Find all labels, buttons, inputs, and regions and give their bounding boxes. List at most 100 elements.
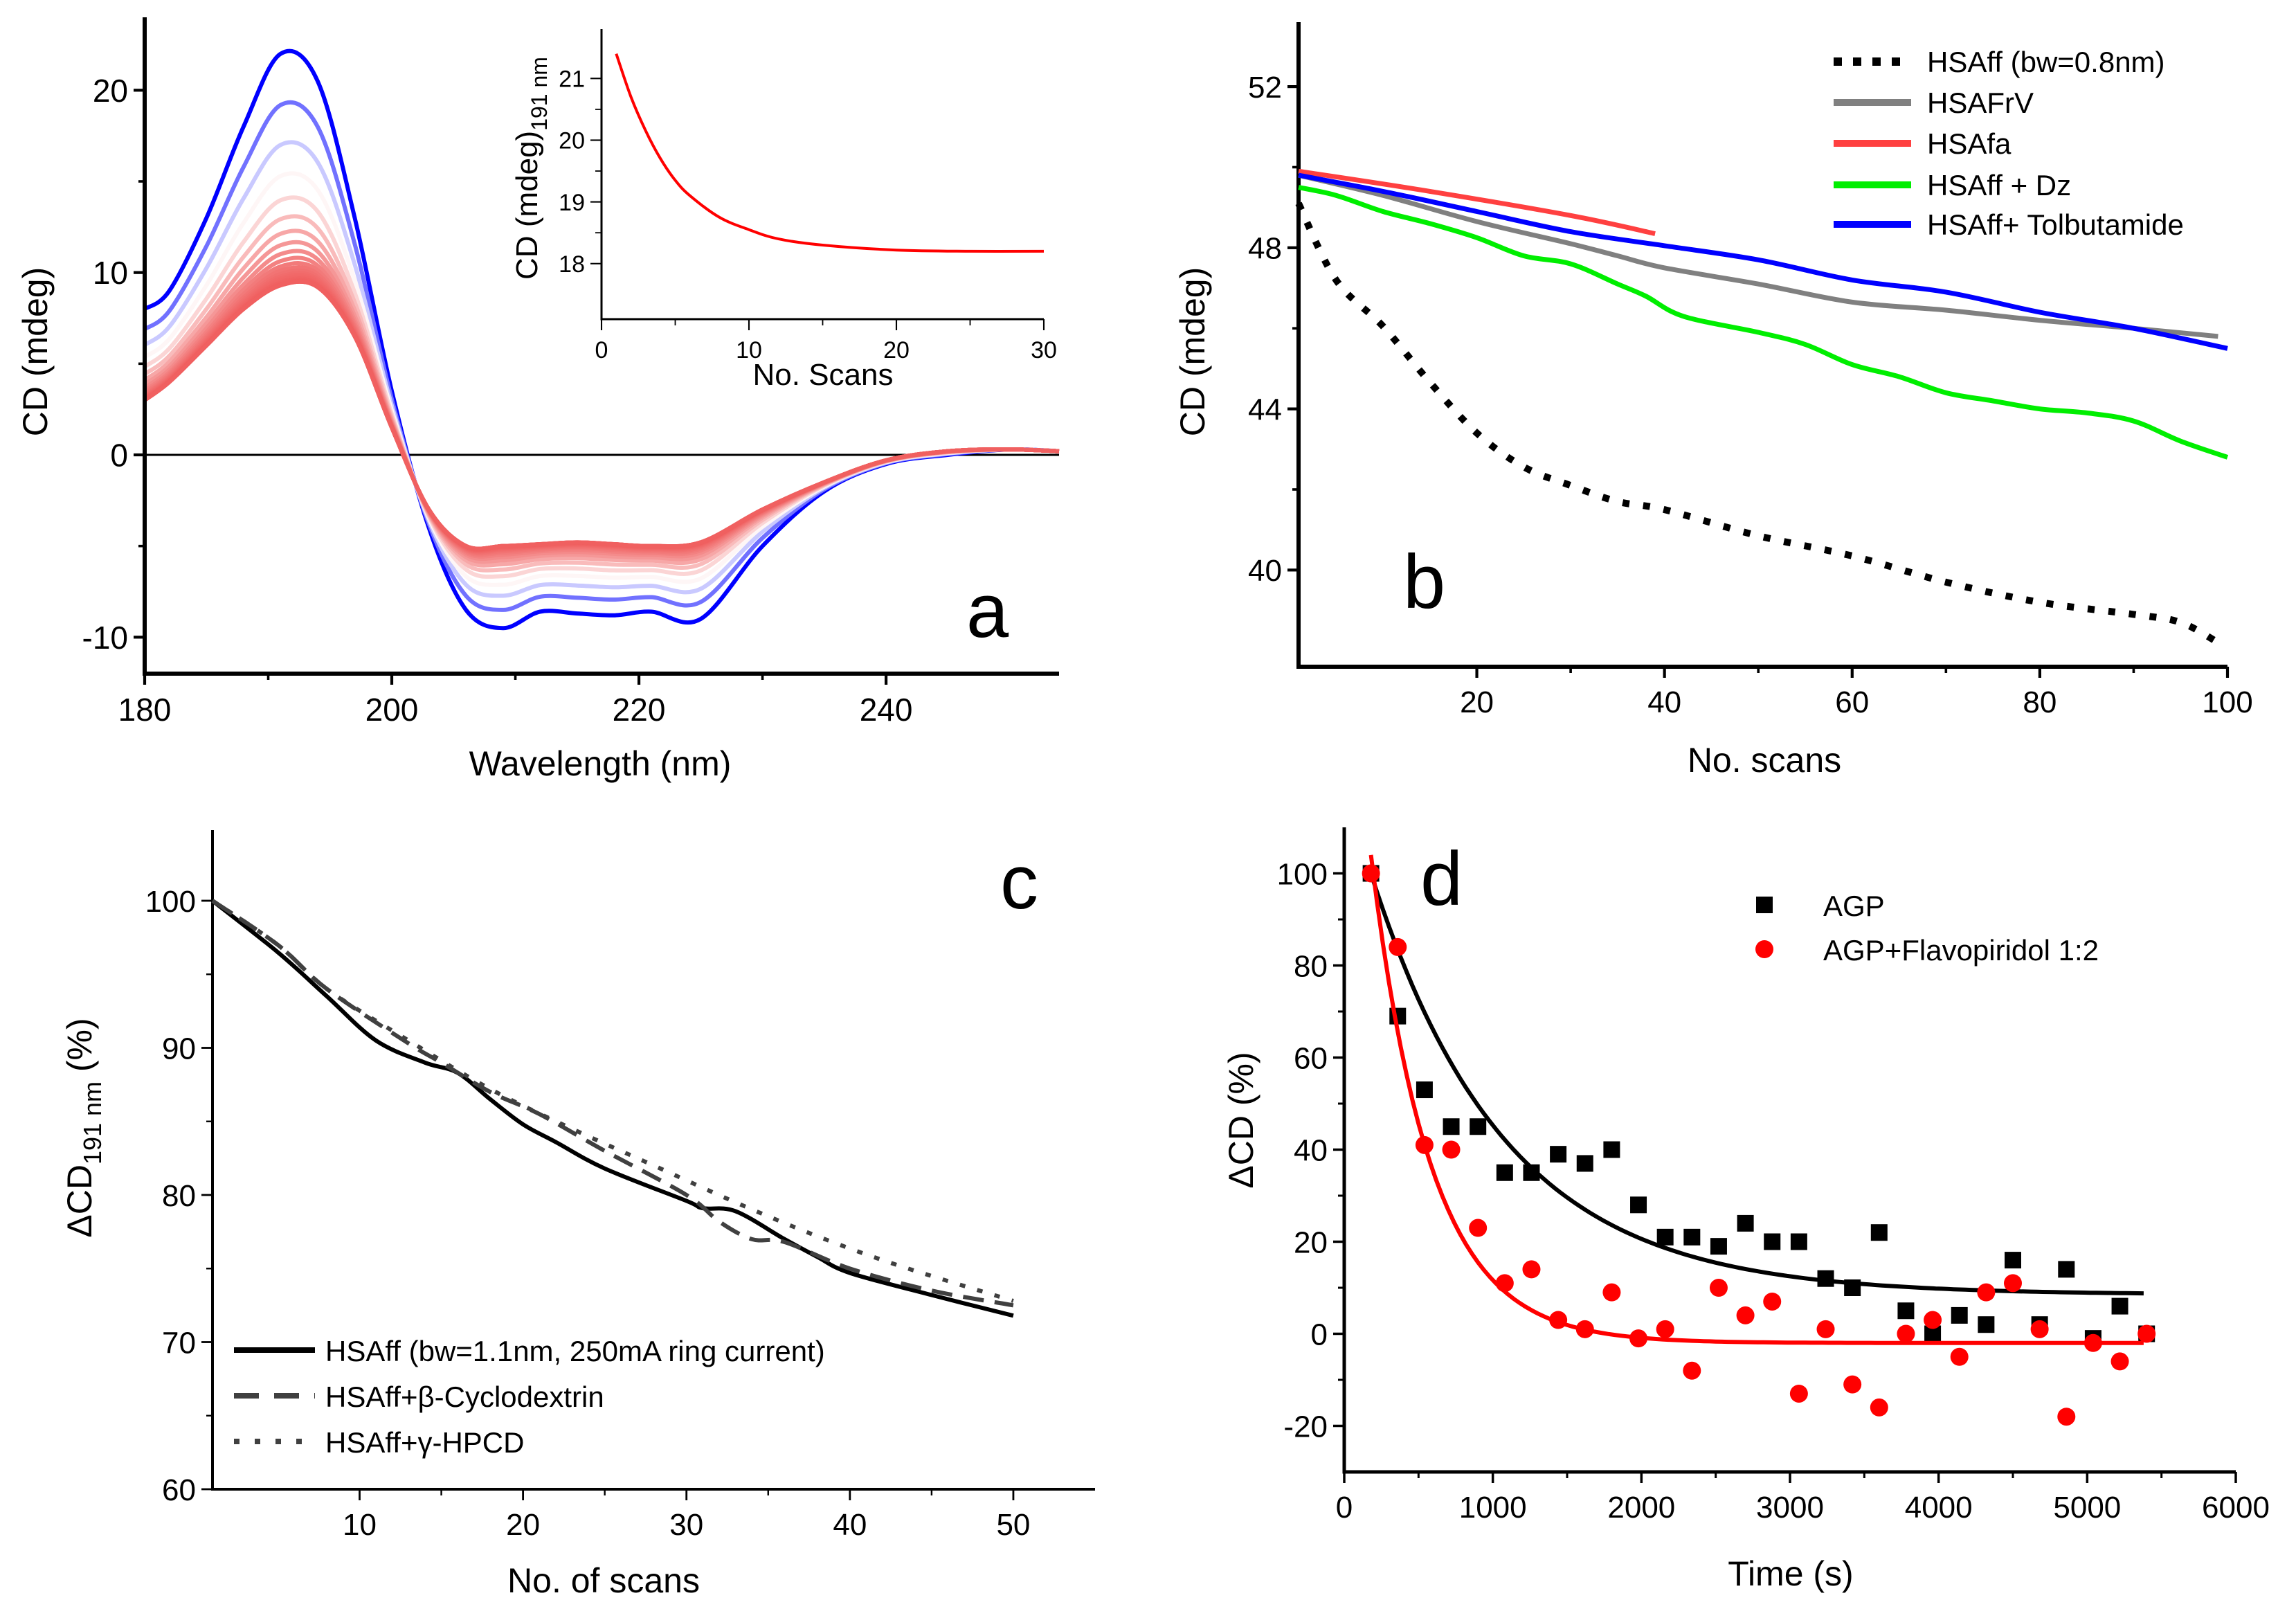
data-point-agp — [1656, 1228, 1674, 1246]
data-point-agp — [1710, 1238, 1727, 1255]
panel-c-x-tick-label: 20 — [506, 1508, 540, 1542]
panel-a-ylabel: CD (mdeg) — [16, 267, 55, 436]
panel-b-x-tick-label: 20 — [1460, 685, 1494, 719]
panel-a-y-tick-label: 10 — [93, 255, 128, 291]
data-point-agp — [1550, 1146, 1567, 1163]
legend-label-1: HSAFrV — [1927, 87, 2034, 119]
panel-c-x-tick-label: 30 — [669, 1508, 703, 1542]
data-point-agp-flavopiridol — [1495, 1274, 1514, 1293]
series-line-0 — [211, 899, 1014, 1318]
panel-c-xlabel: No. of scans — [507, 1561, 700, 1600]
data-point-agp-flavopiridol — [1575, 1320, 1594, 1338]
panel-c-y-tick-label: 60 — [162, 1473, 196, 1507]
inset-x-tick-label: 20 — [883, 337, 910, 363]
data-point-agp — [1523, 1164, 1540, 1181]
panel-c-ylabel-unit: (%) — [60, 1018, 99, 1081]
data-point-agp — [1683, 1228, 1701, 1246]
data-point-agp-flavopiridol — [2004, 1274, 2022, 1293]
data-point-agp-flavopiridol — [1629, 1329, 1648, 1348]
inset-x-tick-label: 10 — [736, 337, 762, 363]
data-point-agp-flavopiridol — [2137, 1324, 2156, 1343]
data-point-agp — [1630, 1196, 1647, 1214]
panel-d-y-tick-label: 40 — [1294, 1133, 1328, 1167]
data-point-agp — [1470, 1118, 1487, 1135]
panel-a-xlabel: Wavelength (nm) — [469, 744, 732, 783]
panel-b-y-tick-label: 48 — [1248, 232, 1282, 266]
panel-a-label: a — [966, 568, 1009, 654]
data-point-agp-flavopiridol — [1870, 1398, 1888, 1417]
data-point-agp-flavopiridol — [1897, 1324, 1915, 1343]
panel-c-y-tick-label: 80 — [162, 1179, 196, 1213]
data-point-agp-flavopiridol — [1924, 1311, 1942, 1329]
panel-a-y-tick-label: 20 — [93, 73, 128, 109]
data-point-agp — [1790, 1233, 1807, 1250]
data-point-agp-flavopiridol — [1977, 1283, 1996, 1302]
data-point-agp-flavopiridol — [1522, 1260, 1541, 1279]
data-point-agp — [2058, 1261, 2075, 1278]
inset-x-tick-label: 30 — [1031, 337, 1057, 363]
panel-c-ylabel: ΔCD191 nm (%) — [60, 1018, 107, 1237]
series-line-1 — [1298, 172, 2218, 339]
panel-a-x-tick-label: 180 — [118, 692, 172, 728]
panel-d-y-tick-label: 100 — [1277, 857, 1328, 891]
inset-y-tick-label: 21 — [559, 66, 585, 93]
panel-b-y-tick-label: 40 — [1248, 554, 1282, 588]
panel-d-ylabel: ΔCD (%) — [1222, 1052, 1260, 1188]
data-point-agp-flavopiridol — [2110, 1352, 2129, 1371]
panel-d-y-tick-label: 0 — [1311, 1318, 1328, 1351]
legend-label-0: AGP — [1823, 890, 1885, 922]
data-point-agp-flavopiridol — [1736, 1306, 1755, 1324]
panel-c-x-tick-label: 50 — [996, 1508, 1030, 1542]
panel-b-y-tick-label: 52 — [1248, 71, 1282, 105]
inset-x-tick-label: 0 — [595, 337, 608, 363]
inset-ylabel: CD (mdeg)191 nm — [510, 57, 552, 280]
panel-a-x-tick-label: 220 — [613, 692, 666, 728]
legend-marker-0 — [1756, 897, 1773, 913]
series-line-1 — [211, 899, 1014, 1308]
panel-b-ylabel: CD (mdeg) — [1173, 267, 1212, 436]
data-point-agp-flavopiridol — [1415, 1135, 1434, 1154]
data-point-agp-flavopiridol — [1362, 864, 1380, 883]
inset-decay-line — [615, 53, 1045, 253]
data-point-agp — [1737, 1214, 1754, 1232]
panel-d-x-tick-label: 0 — [1336, 1491, 1353, 1525]
panel-d-y-tick-label: 60 — [1294, 1041, 1328, 1075]
panel-d-x-tick-label: 2000 — [1607, 1491, 1675, 1525]
panel-c-x-tick-label: 40 — [833, 1508, 867, 1542]
panel-d-x-tick-label: 3000 — [1756, 1491, 1824, 1525]
panel-d-x-tick-label: 4000 — [1905, 1491, 1973, 1525]
data-point-agp-flavopiridol — [1763, 1292, 1782, 1311]
data-point-agp-flavopiridol — [1683, 1361, 1701, 1380]
data-point-agp-flavopiridol — [1389, 937, 1407, 956]
data-point-agp — [1951, 1306, 1968, 1324]
panel-c-label: c — [1000, 840, 1038, 925]
data-point-agp — [2111, 1297, 2128, 1315]
panel-d-x-tick-label: 5000 — [2053, 1491, 2121, 1525]
series-line-4 — [1298, 172, 2228, 351]
data-point-agp — [1443, 1118, 1460, 1135]
panel-a: Wavelength (nm) CD (mdeg) a CD (mdeg)191… — [16, 17, 1060, 783]
data-point-agp — [1897, 1302, 1915, 1320]
panel-b-x-tick-label: 40 — [1647, 685, 1681, 719]
panel-b: No. scans CD (mdeg) b 20 40 60 80 100 40 44 48 5… — [1173, 22, 2253, 780]
legend-label-4: HSAff+ Tolbutamide — [1927, 208, 2184, 241]
data-point-agp — [2005, 1252, 2021, 1269]
panel-a-x-tick-label: 240 — [860, 692, 913, 728]
data-point-agp-flavopiridol — [2083, 1333, 2102, 1352]
panel-d-x-tick-label: 6000 — [2202, 1491, 2270, 1525]
panel-c: No. of scans ΔCD191 nm (%) c 10 20 30 40 50 6… — [60, 830, 1095, 1600]
panel-d: Time (s) ΔCD (%) d 0 1000 2000 3000 4000 5000… — [1222, 827, 2270, 1593]
data-point-agp — [1416, 1081, 1433, 1099]
data-point-agp-flavopiridol — [1816, 1320, 1835, 1338]
panel-b-label: b — [1403, 539, 1445, 624]
panel-c-ylabel-sub: 191 nm — [78, 1081, 107, 1165]
panel-d-x-tick-label: 1000 — [1459, 1491, 1527, 1525]
legend-label-1: HSAff+β-Cyclodextrin — [325, 1381, 604, 1413]
legend-label-2: HSAfa — [1927, 127, 2012, 160]
inset-y-tick-label: 20 — [559, 128, 585, 154]
data-point-agp — [1764, 1233, 1781, 1250]
legend-label-2: HSAff+γ-HPCD — [325, 1426, 524, 1459]
data-point-agp — [1496, 1164, 1513, 1181]
panel-c-x-tick-label: 10 — [343, 1508, 377, 1542]
